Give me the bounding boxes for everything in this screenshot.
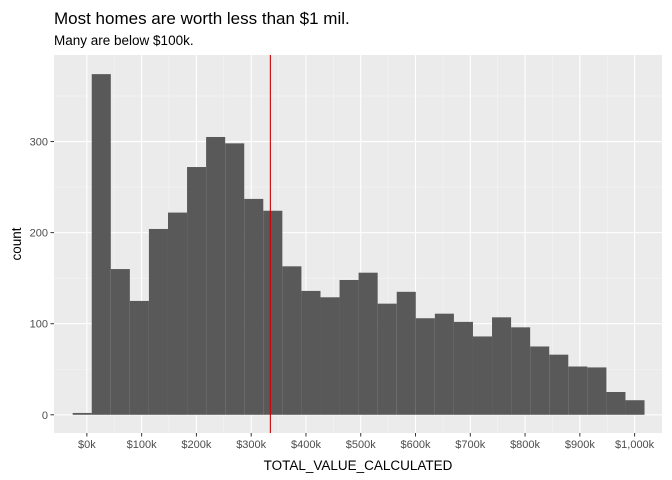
histogram-bar [377, 303, 397, 415]
histogram-bar [492, 317, 512, 415]
x-tick-label: $800k [510, 439, 540, 451]
histogram-bar [434, 313, 454, 415]
y-tick-label: 100 [30, 319, 48, 331]
x-tick-label: $0k [78, 439, 96, 451]
histogram-bar [187, 167, 207, 415]
y-axis-ticks: 0 100 200 300 [30, 137, 54, 422]
histogram-bar [396, 291, 416, 415]
y-tick-label: 200 [30, 228, 48, 240]
histogram-bar [606, 392, 626, 415]
histogram-bars [72, 74, 645, 415]
x-tick-label: $200k [181, 439, 211, 451]
x-tick-label: $900k [565, 439, 595, 451]
histogram-bar [244, 198, 264, 415]
y-axis-label: count [9, 227, 24, 260]
histogram-bar [472, 336, 493, 415]
histogram-bar [339, 279, 359, 415]
histogram-bar [530, 346, 550, 415]
x-tick-label: $600k [401, 439, 431, 451]
x-tick-label: $700k [455, 439, 485, 451]
histogram-bar [225, 143, 245, 415]
histogram-bar [129, 300, 149, 415]
histogram-bar [358, 272, 378, 415]
histogram-bar [301, 290, 321, 415]
histogram-bar [263, 210, 283, 415]
x-tick-label: $300k [236, 439, 266, 451]
chart-subtitle: Many are below $100k. [54, 33, 194, 48]
histogram-bar [282, 266, 302, 415]
histogram-bar [453, 321, 473, 415]
x-tick-label: $400k [291, 439, 321, 451]
histogram-bar [511, 327, 531, 415]
chart-title: Most homes are worth less than $1 mil. [54, 9, 350, 28]
histogram-bar [587, 367, 607, 415]
histogram-bar [110, 269, 130, 415]
histogram-bar [72, 412, 92, 415]
histogram-bar [625, 400, 645, 415]
histogram-bar [320, 297, 340, 415]
x-axis-label: TOTAL_VALUE_CALCULATED [264, 458, 453, 473]
histogram-bar [568, 366, 588, 415]
histogram-bar [148, 228, 168, 415]
histogram-bar [206, 136, 226, 415]
x-tick-label: $100k [127, 439, 157, 451]
x-axis-ticks: $0k $100k $200k $300k $400k $500k $600k $700k $8… [78, 433, 655, 451]
histogram-bar [549, 354, 569, 415]
histogram-bar [167, 212, 188, 415]
x-tick-label: $500k [346, 439, 376, 451]
x-tick-label: $1,000k [615, 439, 655, 451]
histogram-bar [91, 74, 111, 415]
y-tick-label: 300 [30, 137, 48, 149]
histogram-bar [415, 318, 435, 415]
y-tick-label: 0 [42, 410, 48, 422]
